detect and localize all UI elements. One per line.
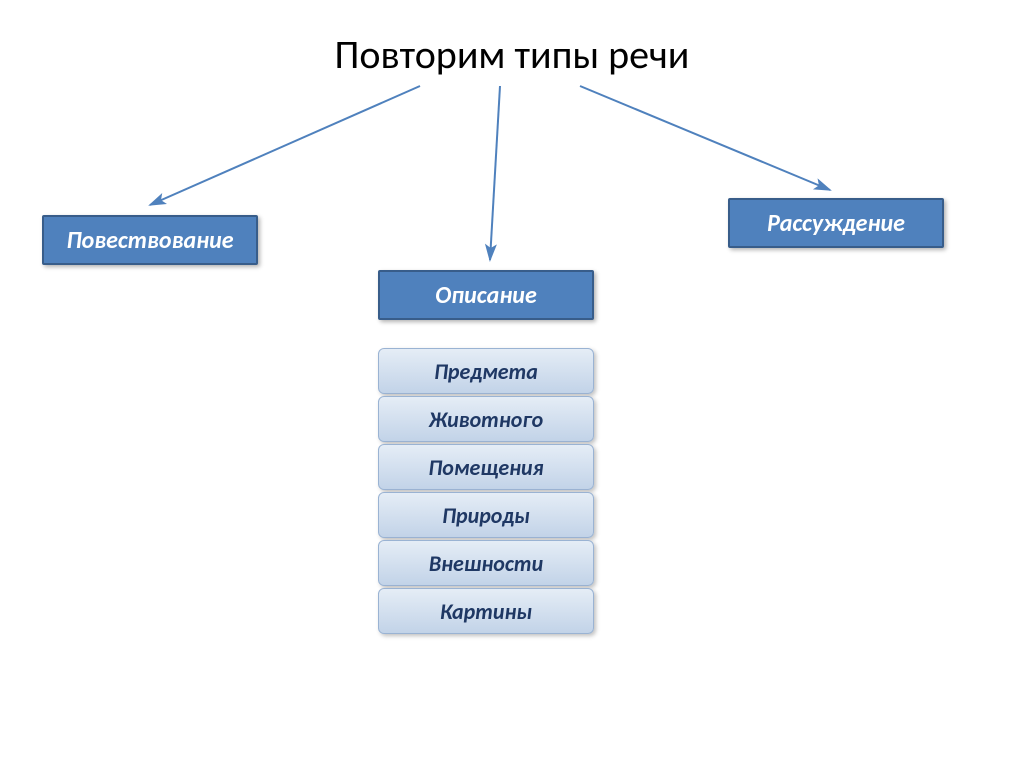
node-description: Описание [378, 270, 594, 320]
diagram-canvas: Повторим типы речи Повествование Описани… [0, 0, 1024, 767]
node-label: Описание [435, 281, 536, 310]
sub-item-label: Помещения [428, 454, 543, 481]
arrow-line [490, 86, 500, 260]
sub-item: Животного [378, 396, 594, 442]
sub-item-label: Природы [442, 502, 530, 529]
arrow-line [580, 86, 830, 190]
sub-item-label: Картины [440, 598, 532, 625]
sub-item-label: Животного [429, 406, 543, 433]
sub-item: Природы [378, 492, 594, 538]
node-narration: Повествование [42, 215, 258, 265]
sub-item-label: Внешности [429, 550, 543, 577]
sub-item: Картины [378, 588, 594, 634]
node-reasoning: Рассуждение [728, 198, 944, 248]
sub-item-label: Предмета [434, 358, 538, 385]
sub-item: Помещения [378, 444, 594, 490]
sub-item: Внешности [378, 540, 594, 586]
node-label: Рассуждение [767, 209, 905, 238]
node-label: Повествование [66, 226, 233, 255]
diagram-title: Повторим типы речи [0, 30, 1024, 79]
arrow-line [150, 86, 420, 205]
title-text: Повторим типы речи [335, 30, 690, 79]
sub-item: Предмета [378, 348, 594, 394]
